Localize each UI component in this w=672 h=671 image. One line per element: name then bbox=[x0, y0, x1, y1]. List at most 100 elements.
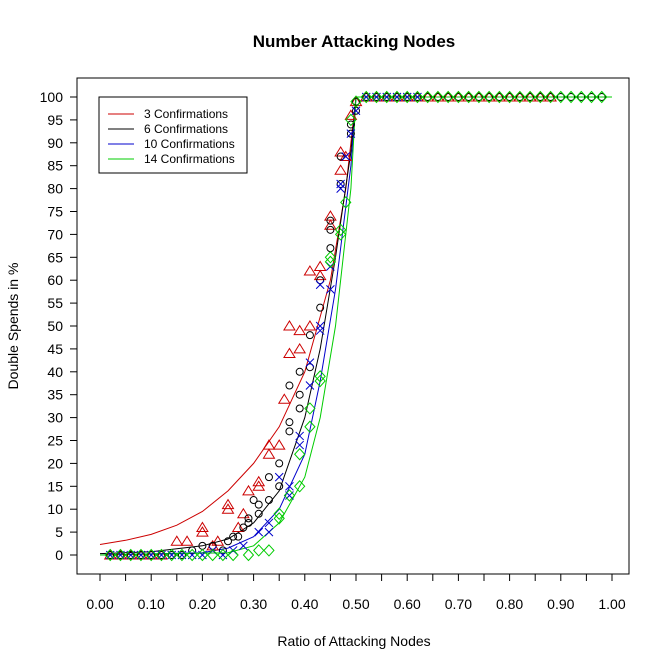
data-point bbox=[334, 223, 347, 237]
data-point bbox=[264, 473, 273, 482]
data-point bbox=[313, 269, 327, 281]
data-point bbox=[344, 109, 358, 120]
data-point bbox=[316, 303, 325, 312]
data-point bbox=[495, 93, 504, 101]
x-tick-label: 0.70 bbox=[445, 596, 472, 612]
data-point bbox=[188, 546, 197, 555]
data-point bbox=[313, 260, 327, 271]
data-point bbox=[555, 90, 567, 104]
data-point bbox=[264, 518, 274, 528]
data-point bbox=[556, 93, 565, 101]
data-point bbox=[254, 527, 264, 537]
y-tick-label: 10 bbox=[47, 501, 63, 517]
data-point bbox=[352, 97, 360, 106]
data-point bbox=[326, 216, 335, 225]
data-point bbox=[295, 431, 305, 441]
data-point bbox=[176, 548, 188, 562]
data-point bbox=[423, 93, 432, 101]
data-point bbox=[339, 150, 353, 162]
data-point bbox=[242, 548, 255, 562]
data-point bbox=[244, 514, 253, 523]
y-tick-label: 40 bbox=[47, 364, 63, 380]
data-point bbox=[314, 374, 326, 388]
y-tick-label: 65 bbox=[47, 249, 63, 265]
data-point bbox=[515, 93, 524, 101]
data-point bbox=[104, 548, 116, 562]
data-point bbox=[464, 93, 473, 101]
y-tick-label: 15 bbox=[47, 478, 63, 494]
data-point bbox=[546, 93, 555, 101]
data-point bbox=[234, 532, 243, 541]
data-point bbox=[341, 152, 351, 161]
data-point bbox=[295, 390, 304, 399]
data-point bbox=[272, 439, 286, 450]
data-point bbox=[227, 548, 239, 562]
data-point bbox=[275, 459, 284, 468]
data-point bbox=[326, 285, 335, 294]
data-point bbox=[585, 90, 598, 104]
data-point bbox=[567, 93, 576, 101]
y-tick-label: 80 bbox=[47, 181, 63, 197]
data-point bbox=[285, 418, 294, 427]
data-point bbox=[315, 326, 325, 335]
data-point bbox=[587, 93, 596, 101]
data-point bbox=[503, 90, 516, 104]
data-point bbox=[392, 93, 401, 101]
data-point bbox=[293, 342, 307, 354]
data-point bbox=[314, 370, 326, 383]
data-point bbox=[145, 548, 157, 562]
data-point bbox=[346, 129, 355, 138]
data-point bbox=[211, 535, 225, 546]
chart-title: Number Attacking Nodes bbox=[253, 32, 455, 51]
data-point bbox=[324, 219, 337, 230]
data-point bbox=[316, 276, 325, 285]
y-tick-label: 75 bbox=[47, 204, 63, 220]
y-tick-label: 35 bbox=[47, 387, 63, 403]
data-point bbox=[324, 251, 337, 264]
data-point bbox=[401, 90, 413, 104]
data-point bbox=[126, 551, 135, 559]
data-point bbox=[293, 324, 307, 336]
data-point bbox=[249, 496, 258, 505]
x-axis: 0.00 0.10 0.20 0.30 0.40 0.50 0.60 0.70 0.80 0.90… bbox=[86, 573, 626, 612]
data-point bbox=[147, 551, 156, 559]
data-point bbox=[273, 512, 285, 525]
data-point bbox=[324, 210, 337, 221]
data-point bbox=[362, 93, 371, 101]
data-point bbox=[514, 90, 526, 104]
data-point bbox=[196, 521, 209, 533]
data-point bbox=[351, 106, 361, 116]
data-point bbox=[236, 507, 250, 519]
x-tick-label: 0.90 bbox=[547, 596, 574, 612]
data-point bbox=[370, 90, 383, 104]
data-point bbox=[433, 93, 442, 101]
legend-entry-label: 6 Confirmations bbox=[144, 122, 228, 136]
data-point bbox=[114, 548, 127, 562]
curve-line bbox=[99, 96, 612, 555]
data-point bbox=[231, 521, 245, 533]
data-point bbox=[239, 523, 248, 532]
data-point bbox=[135, 548, 147, 562]
data-point bbox=[206, 548, 219, 562]
data-point bbox=[106, 551, 115, 559]
data-point bbox=[334, 146, 348, 157]
data-point bbox=[360, 90, 372, 104]
data-point bbox=[575, 90, 587, 104]
data-point bbox=[340, 196, 352, 209]
data-point bbox=[294, 480, 306, 493]
y-tick-label: 20 bbox=[47, 455, 63, 471]
data-point bbox=[155, 548, 168, 562]
x-axis-label: Ratio of Attacking Nodes bbox=[277, 633, 430, 649]
data-point bbox=[264, 496, 273, 505]
data-point bbox=[413, 93, 422, 101]
data-point bbox=[283, 320, 296, 331]
data-points bbox=[103, 90, 608, 562]
data-point bbox=[283, 489, 296, 502]
x-tick-label: 0.50 bbox=[342, 596, 369, 612]
y-tick-label: 0 bbox=[55, 547, 63, 563]
data-point bbox=[283, 347, 296, 358]
data-point bbox=[536, 93, 545, 101]
data-point bbox=[493, 90, 506, 104]
y-tick-label: 50 bbox=[47, 318, 63, 334]
